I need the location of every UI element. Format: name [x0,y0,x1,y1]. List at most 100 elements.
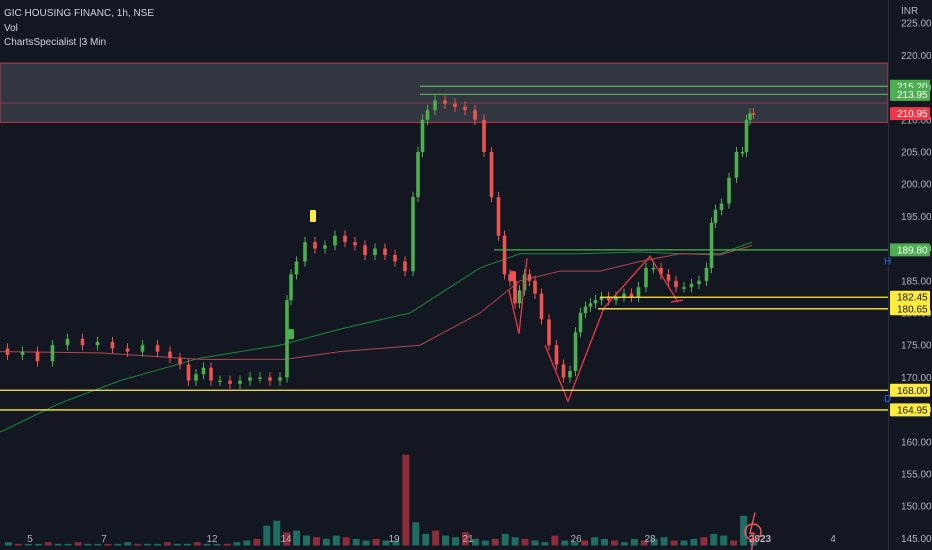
signal-marker [510,271,516,282]
volume-bar [680,540,688,546]
candle-body [622,293,626,297]
x-tick-label: 12 [206,534,218,545]
candle-body [333,235,337,246]
pattern-line [508,258,528,334]
moving-average-slow [0,241,753,433]
candle-body [258,377,262,379]
volume-bar [223,543,231,546]
x-tick-label: 7 [101,534,107,545]
candle-body [289,274,293,301]
volume-bar [491,538,499,546]
candle-body [713,209,718,223]
candle-body [50,345,55,362]
candle-body [463,106,467,111]
candle-body [155,345,160,352]
candle-body [209,367,213,381]
volume-bar [24,543,32,546]
candle-body [599,296,604,301]
volume-bar [481,540,489,546]
candle-body [709,222,714,268]
volume-bar [620,542,628,546]
signal-marker [310,209,316,222]
level-price-label: 180.65 [897,304,928,315]
volume-bar [422,533,430,546]
candle-body [383,248,387,256]
volume-bar [402,454,410,546]
candle-body [20,351,25,355]
candle-body [561,364,566,378]
volume-bar [690,538,698,546]
candle-body [719,203,724,210]
candle-body [554,345,559,365]
candle-body [285,300,289,378]
resistance-zone [0,62,889,123]
candle-body [527,274,532,281]
candle-body [751,113,756,115]
level-price-tag [890,403,930,417]
volume-bar [74,542,82,546]
candle-body [593,300,598,304]
candle-body [303,242,307,262]
x-tick-label: 21 [462,534,474,545]
candle-body [588,303,593,307]
x-tick-label: 4 [830,534,836,545]
volume-bar [452,537,459,546]
volume-bar [44,542,52,546]
x-tick-label: 5 [27,534,33,545]
candle-body [80,338,85,346]
candle-body [740,151,745,154]
level-price-tag [890,243,930,257]
candle-body [268,377,272,381]
candle-body [433,100,437,111]
d-marker: D [884,394,891,405]
x-tick-label: 14 [280,534,292,545]
symbol-title: GIC HOUSING FINANC, 1h, NSE [4,8,155,19]
candle-body [294,261,299,275]
level-price-tag [890,290,930,304]
level-price-label: 213.95 [897,90,928,101]
volume-bar [471,538,479,546]
candle-body [697,280,701,285]
candle-body [323,245,327,249]
candle-body [489,151,494,198]
level-price-label: 189.80 [897,245,928,256]
volume-bar [650,538,658,546]
candle-body [674,280,678,288]
candle-body [482,119,486,152]
candle-body [578,312,583,333]
candle-body [65,338,70,346]
volume-bar [183,543,191,546]
candle-body [568,370,572,378]
volume-bar [312,537,320,546]
volume-bar [64,543,72,546]
volume-bar [273,520,281,546]
candle-body [473,110,477,120]
signal-marker [288,329,294,340]
candle-body [125,348,130,352]
candle-body [547,319,551,346]
volume-bar [501,533,509,546]
volume-bar [352,538,360,546]
volume-bar [372,538,380,546]
volume-bar [322,538,330,546]
volume-bar [720,535,728,546]
candle-body [363,245,367,256]
candle-body [403,261,407,272]
candle-body [539,293,544,320]
volume-bar [332,535,340,546]
volume-bar [382,540,390,546]
candle-body [704,267,709,281]
candle-body [140,345,145,352]
volume-label: Vol [4,23,18,34]
y-tick-label: 150.00 [901,502,932,513]
candle-body [573,332,578,371]
volume-bar [94,543,102,546]
candle-body [393,255,397,262]
volume-bar [442,535,450,546]
volume-bar [392,540,400,546]
candle-body [420,119,425,152]
volume-bar [591,537,599,546]
x-tick-label: 26 [570,534,582,545]
volume-bar [660,537,668,546]
